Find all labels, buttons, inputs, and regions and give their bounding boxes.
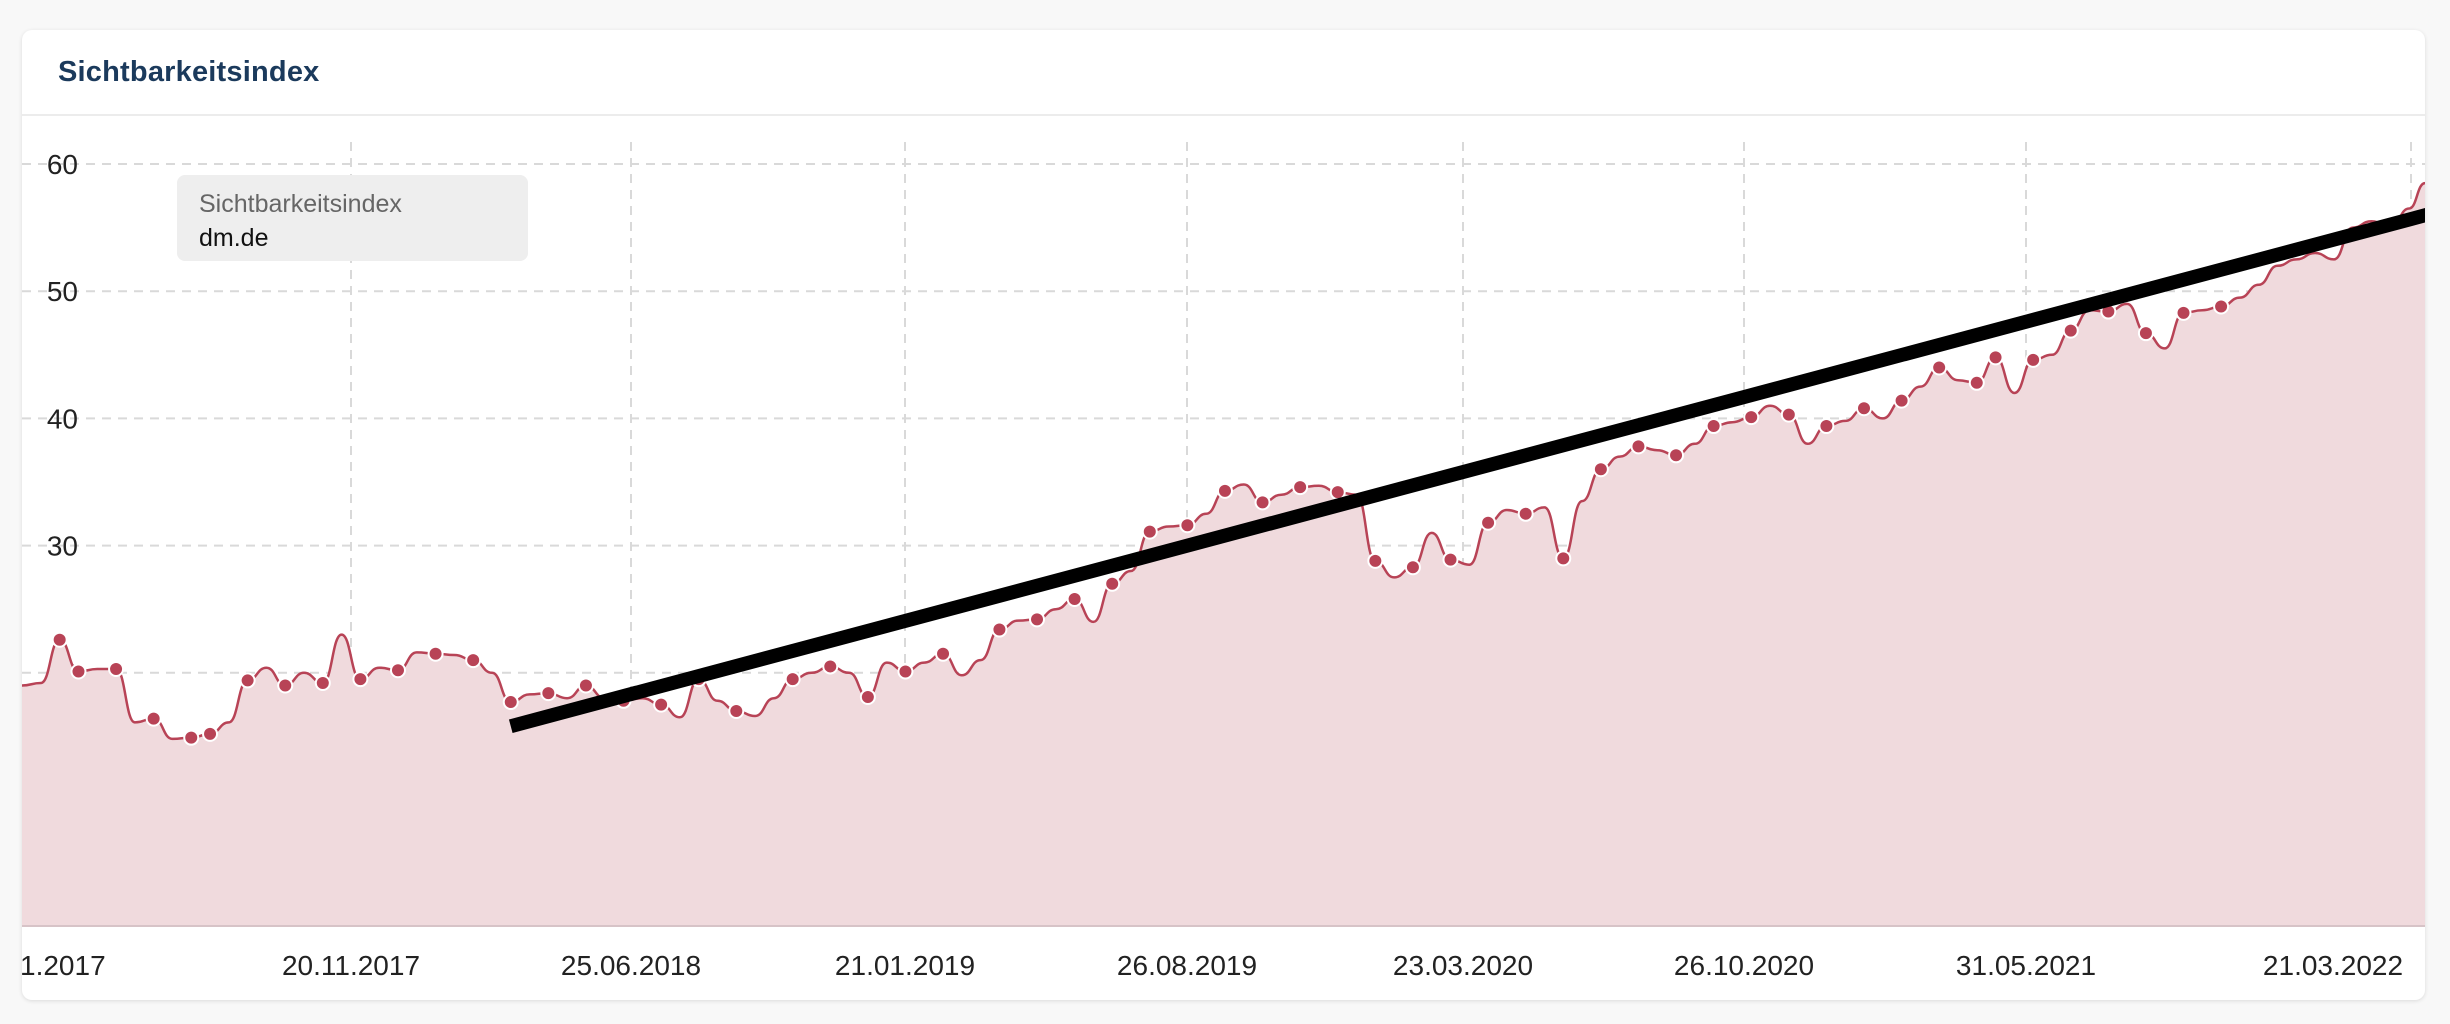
data-point — [1555, 550, 1572, 567]
data-point — [465, 652, 482, 669]
data-point — [352, 671, 369, 688]
data-point — [1179, 517, 1196, 534]
data-point — [897, 663, 914, 680]
series-area — [22, 183, 2425, 927]
data-point — [1668, 447, 1685, 464]
data-point — [183, 729, 200, 746]
data-point — [1254, 494, 1271, 511]
data-point — [51, 631, 68, 648]
data-point — [202, 725, 219, 742]
y-tick-label: 50 — [47, 276, 78, 307]
data-point — [314, 674, 331, 691]
data-point — [1987, 349, 2004, 366]
x-tick-label: 1.2017 — [22, 950, 106, 981]
data-point — [502, 694, 519, 711]
data-point — [70, 663, 87, 680]
data-point — [2062, 322, 2079, 339]
y-tick-label: 60 — [47, 149, 78, 180]
y-tick-label: 30 — [47, 531, 78, 562]
visibility-index-chart: 1020304050601.201720.11.201725.06.201821… — [22, 142, 2425, 981]
x-tick-label: 26.10.2020 — [1674, 950, 1814, 981]
legend-title: Sichtbarkeitsindex — [199, 190, 402, 218]
data-point — [277, 677, 294, 694]
data-point — [1517, 505, 1534, 522]
data-point — [1442, 551, 1459, 568]
data-point — [1931, 359, 1948, 376]
data-point — [1216, 482, 1233, 499]
data-point — [1292, 479, 1309, 496]
data-point — [1367, 552, 1384, 569]
x-tick-label: 20.11.2017 — [282, 950, 420, 981]
data-point — [1592, 461, 1609, 478]
data-point — [1104, 575, 1121, 592]
data-point — [1893, 392, 1910, 409]
data-point — [1141, 523, 1158, 540]
data-point — [1630, 438, 1647, 455]
data-point — [1780, 406, 1797, 423]
trend-arrow-shaft — [508, 208, 2425, 733]
legend-series-name: dm.de — [199, 224, 269, 252]
data-point — [2213, 298, 2230, 315]
data-point — [1404, 559, 1421, 576]
data-point — [239, 672, 256, 689]
data-point — [145, 710, 162, 727]
data-point — [1818, 418, 1835, 435]
data-point — [1968, 374, 1985, 391]
legend-tooltip: Sichtbarkeitsindex dm.de — [177, 175, 528, 261]
data-point — [2025, 351, 2042, 368]
y-tick-label: 40 — [47, 403, 78, 434]
chart-card: Sichtbarkeitsindex 1020304050601.201720.… — [22, 30, 2425, 1000]
x-tick-label: 21.01.2019 — [835, 950, 975, 981]
data-point — [577, 677, 594, 694]
x-tick-label: 21.03.2022 — [2263, 950, 2403, 981]
card-header: Sichtbarkeitsindex — [22, 30, 2425, 116]
data-point — [935, 645, 952, 662]
data-point — [991, 621, 1008, 638]
data-point — [1029, 611, 1046, 628]
x-tick-label: 26.08.2019 — [1117, 950, 1257, 981]
data-point — [1066, 591, 1083, 608]
data-point — [859, 688, 876, 705]
x-tick-label: 31.05.2021 — [1956, 950, 2096, 981]
data-point — [2137, 325, 2154, 342]
x-tick-label: 25.06.2018 — [561, 950, 701, 981]
x-tick-label: 23.03.2020 — [1393, 950, 1533, 981]
data-point — [389, 662, 406, 679]
data-point — [1705, 418, 1722, 435]
data-point — [822, 658, 839, 675]
chart-title: Sichtbarkeitsindex — [58, 55, 320, 88]
data-point — [540, 685, 557, 702]
data-point — [1743, 409, 1760, 426]
data-point — [427, 645, 444, 662]
data-point — [653, 696, 670, 713]
data-point — [784, 671, 801, 688]
data-point — [1855, 400, 1872, 417]
data-point — [728, 702, 745, 719]
data-point — [1480, 514, 1497, 531]
data-point — [2175, 304, 2192, 321]
data-point — [108, 660, 125, 677]
